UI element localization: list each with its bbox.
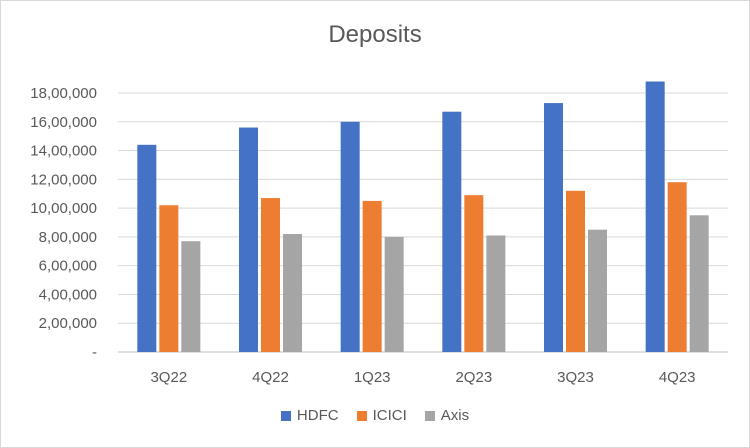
bar-axis-4q23 xyxy=(689,215,709,352)
bar-axis-3q22 xyxy=(181,241,201,352)
bar-axis-1q23 xyxy=(384,236,404,352)
y-tick-label: 6,00,000 xyxy=(39,258,97,275)
y-tick-label: - xyxy=(92,344,97,361)
legend-label: HDFC xyxy=(296,407,339,424)
bar-icici-3q23 xyxy=(566,190,585,352)
x-tick-label: 2Q23 xyxy=(455,369,492,386)
chart-legend: HDFC ICICI Axis xyxy=(1,407,749,424)
bar-icici-1q23 xyxy=(362,200,382,352)
x-tick-label: 4Q22 xyxy=(252,369,289,386)
bar-icici-2q23 xyxy=(464,195,484,352)
y-tick-label: 18,00,000 xyxy=(30,85,97,102)
y-tick-label: 8,00,000 xyxy=(39,229,97,246)
legend-swatch xyxy=(424,410,435,421)
bar-axis-3q23 xyxy=(588,229,607,352)
bar-hdfc-4q22 xyxy=(239,127,258,353)
x-tick-label: 4Q23 xyxy=(659,369,696,386)
x-tick-label: 3Q22 xyxy=(150,369,187,386)
bar-icici-4q23 xyxy=(667,182,687,352)
y-tick-label: 4,00,000 xyxy=(39,286,97,303)
legend-item-axis: Axis xyxy=(424,407,470,424)
bar-hdfc-1q23 xyxy=(340,121,360,353)
y-tick-label: 2,00,000 xyxy=(39,315,97,332)
y-tick-label: 14,00,000 xyxy=(30,143,97,160)
legend-item-icici: ICICI xyxy=(356,407,407,424)
bar-icici-4q22 xyxy=(261,198,280,352)
legend-label: Axis xyxy=(440,407,470,424)
bar-hdfc-3q23 xyxy=(544,103,563,352)
bar-axis-2q23 xyxy=(486,235,506,352)
bar-hdfc-2q23 xyxy=(442,111,462,352)
x-tick-label: 3Q23 xyxy=(557,369,594,386)
bar-hdfc-3q22 xyxy=(137,144,157,352)
bar-icici-3q22 xyxy=(159,205,179,352)
legend-item-hdfc: HDFC xyxy=(280,407,339,424)
y-tick-label: 10,00,000 xyxy=(30,200,97,217)
bar-axis-4q22 xyxy=(283,234,302,352)
chart-title: Deposits xyxy=(328,21,422,48)
legend-swatch xyxy=(280,410,291,421)
legend-label: ICICI xyxy=(372,407,407,424)
bar-hdfc-4q23 xyxy=(645,81,665,352)
x-tick-label: 1Q23 xyxy=(354,369,391,386)
legend-swatch xyxy=(356,410,367,421)
y-tick-label: 16,00,000 xyxy=(30,114,97,131)
y-tick-label: 12,00,000 xyxy=(30,171,97,188)
